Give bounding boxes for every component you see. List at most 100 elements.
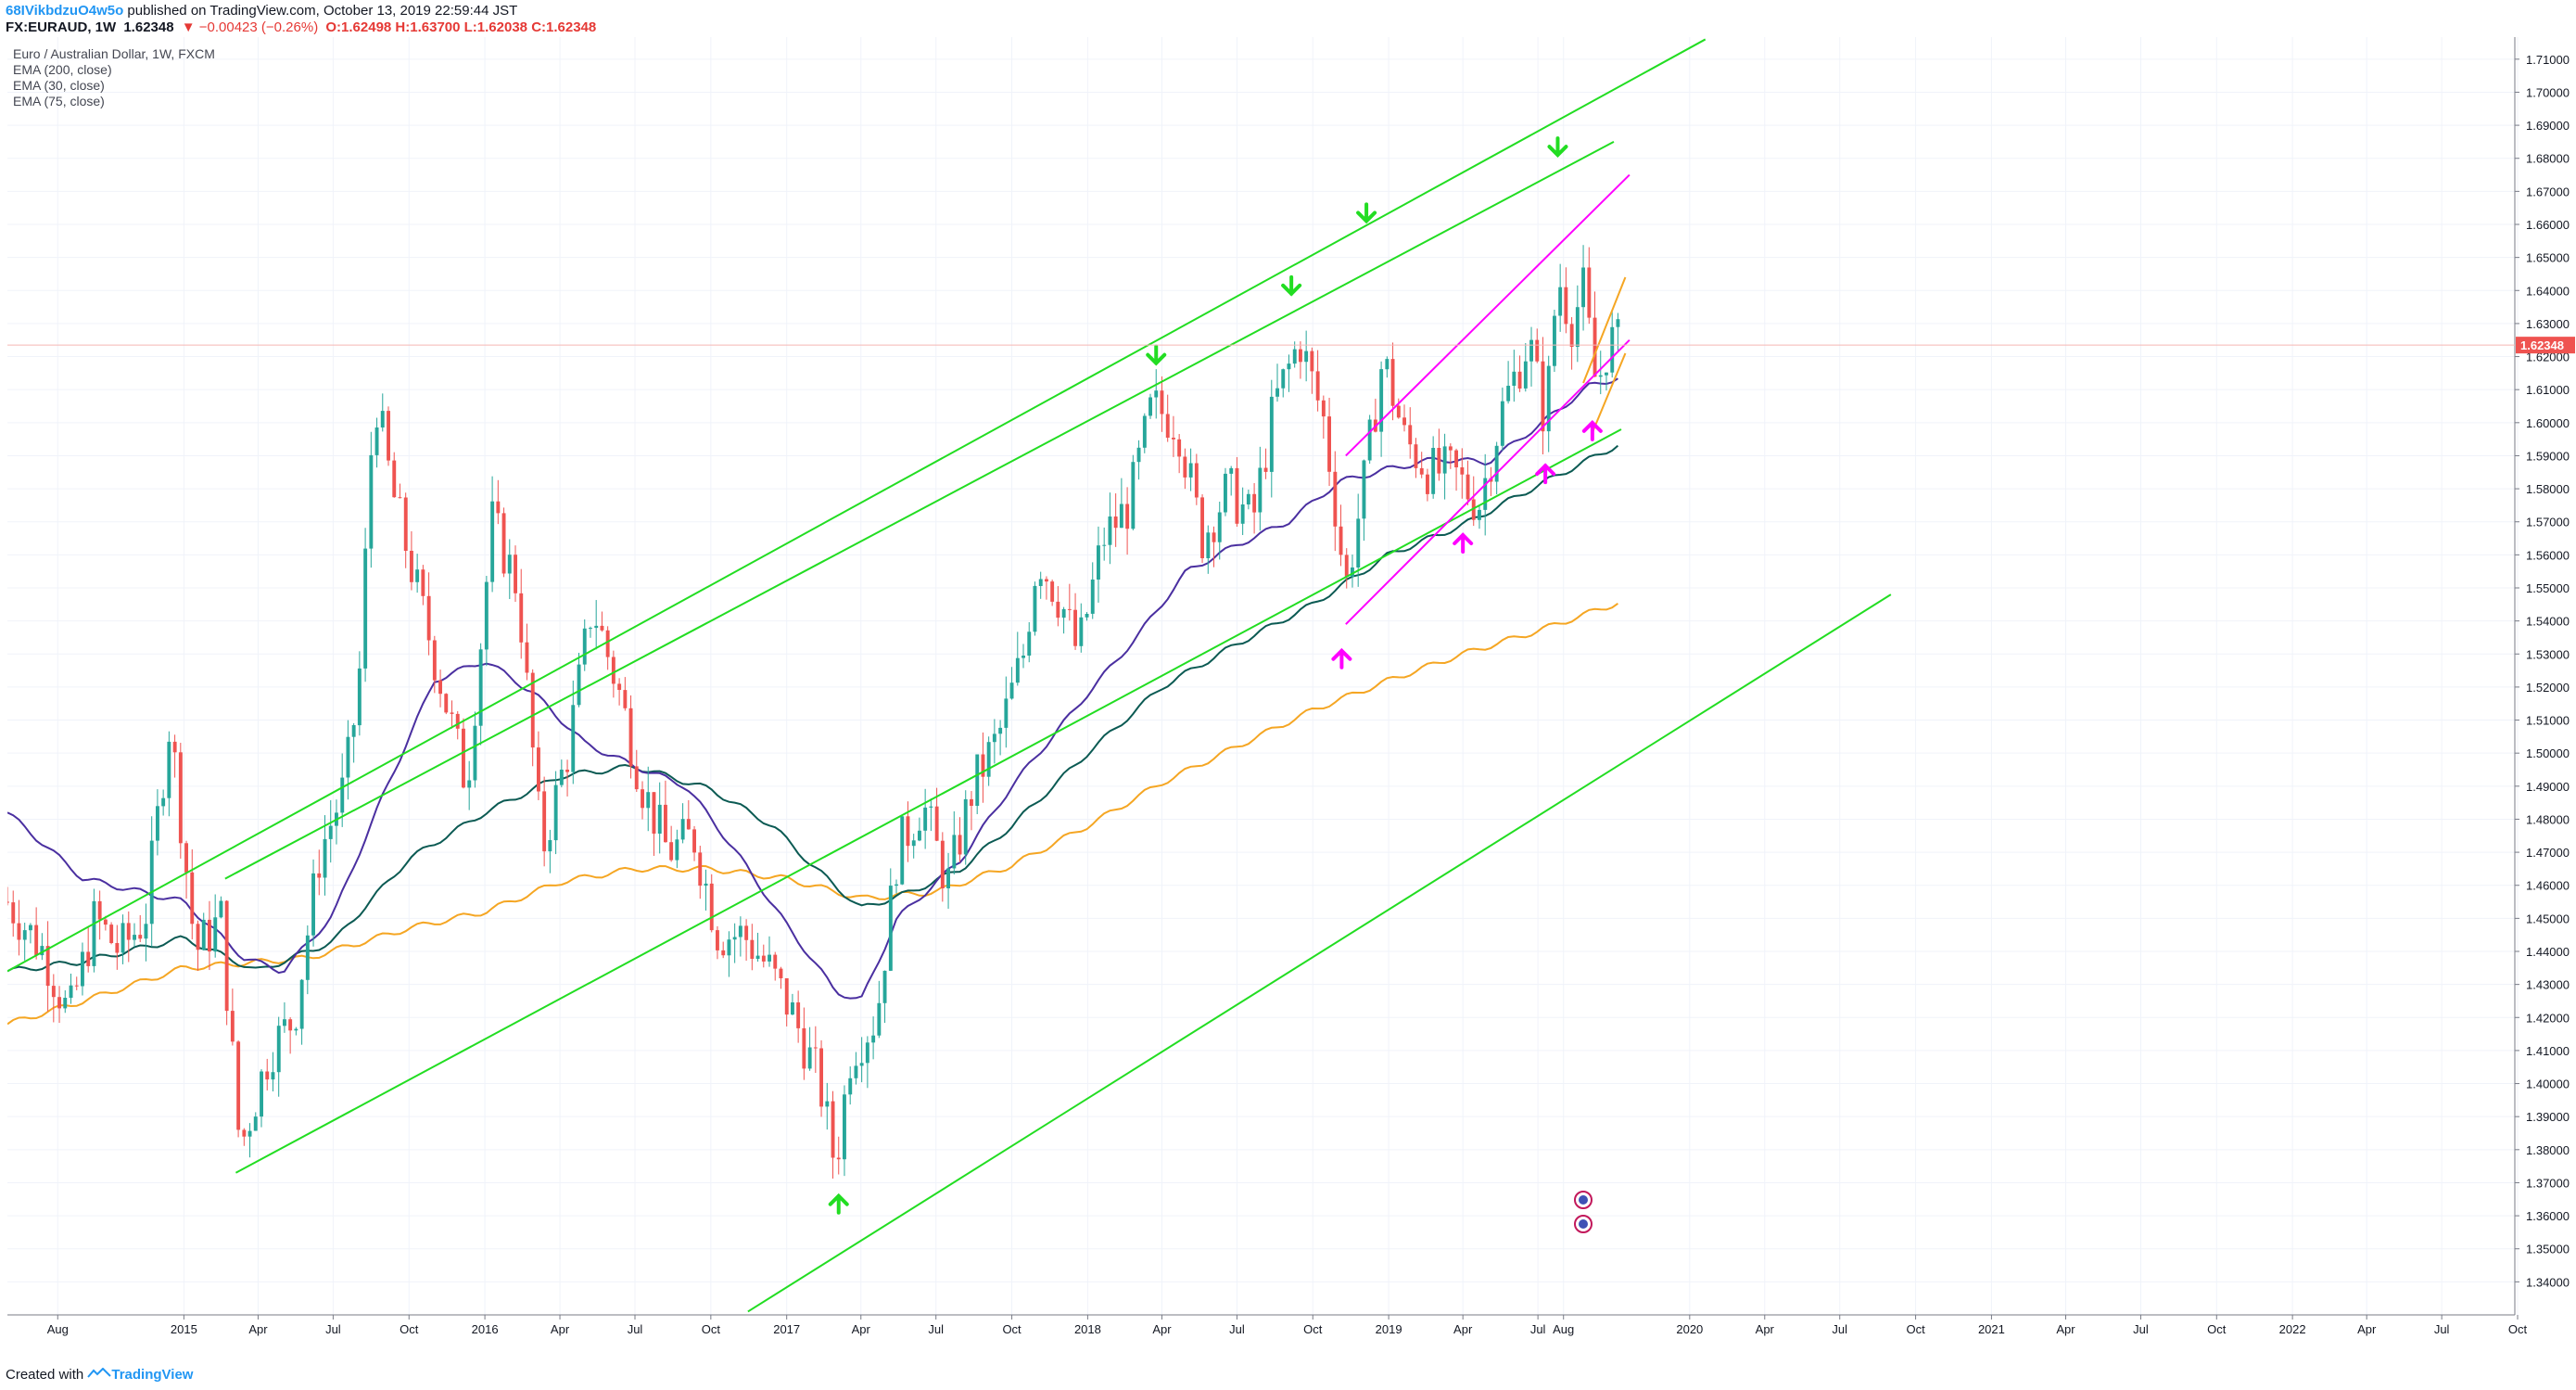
candle-body [669, 842, 674, 861]
candle-body [652, 792, 656, 834]
candle-body [103, 919, 108, 925]
candle-body [882, 970, 887, 1003]
arrow-up-marker [1581, 419, 1603, 441]
candle-body [415, 569, 420, 582]
x-tick-label: Apr [2357, 1322, 2377, 1336]
candle-body [998, 727, 1003, 734]
candle-body [473, 725, 477, 781]
candle-body [478, 649, 483, 726]
candle-body [1131, 462, 1136, 529]
candle-body [86, 951, 91, 966]
candle-body [664, 804, 667, 843]
candle-body [201, 919, 206, 950]
candle-body [438, 680, 442, 695]
candle-body [288, 1019, 293, 1031]
legend-ema75[interactable]: EMA (75, close) [13, 94, 105, 108]
candle-body [1610, 326, 1615, 373]
legend-ema30[interactable]: EMA (30, close) [13, 78, 105, 93]
candle-body [1466, 474, 1470, 500]
candle-body [1113, 516, 1118, 529]
candle-body [178, 752, 183, 844]
y-tick-label: 1.47000 [2526, 846, 2570, 860]
candle-body [1587, 267, 1592, 318]
y-tick-label: 1.51000 [2526, 714, 2570, 728]
chart-grid [7, 37, 2519, 1315]
candle-body [768, 954, 771, 962]
candle-body [1148, 397, 1152, 416]
tradingview-brand[interactable]: TradingView [111, 1367, 194, 1383]
candle-body [1351, 567, 1354, 577]
arrow-up-marker [1331, 647, 1352, 669]
candle-body [825, 1101, 830, 1107]
candle-body [242, 1129, 247, 1137]
candle-body [299, 979, 304, 1029]
candle-body [1535, 339, 1540, 362]
candle-body [577, 664, 581, 706]
candle-body [923, 807, 928, 831]
candle-body [1108, 516, 1112, 545]
candle-body [1022, 656, 1025, 658]
candle-body [1541, 361, 1545, 432]
ema-line [7, 602, 1618, 1026]
candle-body [594, 625, 599, 629]
candle-body [1356, 518, 1361, 567]
ema-line [7, 377, 1618, 1000]
candle-body [1067, 608, 1072, 610]
candle-body [1402, 417, 1406, 426]
trend-line [7, 38, 1707, 973]
candle-body [934, 806, 939, 841]
author-link[interactable]: 68IVikbdzuO4w5o [6, 3, 124, 19]
x-tick-label: Jul [1229, 1322, 1245, 1336]
candle-body [1379, 369, 1384, 432]
candle-body [1015, 657, 1020, 683]
candle-body [553, 784, 558, 841]
candle-body [952, 835, 957, 869]
price-chart[interactable]: 1.34000 1.35000 1.36000 1.37000 1.38000 1.390… [7, 37, 2576, 1354]
candle-body [1281, 369, 1286, 389]
candle-body [986, 742, 991, 777]
candle-body [519, 593, 524, 643]
y-tick-label: 1.44000 [2526, 945, 2570, 959]
candle-body [501, 513, 506, 574]
candle-body [265, 1071, 270, 1080]
candle-body [1419, 467, 1424, 475]
legend-ema200[interactable]: EMA (200, close) [13, 62, 112, 77]
candle-body [1523, 361, 1528, 389]
candle-body [363, 548, 368, 669]
candle-body [7, 901, 9, 903]
candle-body [1512, 371, 1516, 386]
candle-body [918, 830, 921, 841]
candle-body [692, 829, 696, 853]
publish-line: 68IVikbdzuO4w5o published on TradingView… [6, 3, 517, 19]
candle-body [1517, 371, 1522, 389]
x-tick-label: 2015 [171, 1322, 197, 1336]
candle-body [109, 925, 114, 943]
candle-body [548, 840, 552, 852]
symbol-name[interactable]: FX:EURAUD, 1W [6, 19, 117, 35]
candle-body [490, 501, 495, 582]
candle-body [467, 780, 472, 788]
candle-body [1212, 532, 1216, 542]
candle-body [45, 946, 50, 987]
candle-body [1090, 580, 1095, 614]
candle-body [1396, 405, 1401, 418]
y-tick-label: 1.54000 [2526, 615, 2570, 629]
candle-body [57, 997, 61, 1009]
candle-body [1408, 425, 1413, 445]
candle-body [1275, 388, 1279, 397]
candle-body [1327, 416, 1331, 472]
x-tick-label: Apr [1756, 1322, 1775, 1336]
candle-body [236, 1041, 241, 1130]
candle-body [813, 1047, 818, 1049]
chart-axes: 1.34000 1.35000 1.36000 1.37000 1.38000 1.390… [7, 37, 2570, 1336]
candle-body [530, 672, 535, 748]
candle-body [224, 900, 229, 1012]
candle-body [761, 955, 766, 962]
y-tick-label: 1.50000 [2526, 746, 2570, 760]
y-tick-label: 1.43000 [2526, 978, 2570, 992]
candle-body [565, 770, 569, 772]
candle-body [92, 900, 96, 966]
candle-body [1605, 372, 1608, 376]
y-tick-label: 1.53000 [2526, 647, 2570, 661]
candle-body [1045, 579, 1048, 582]
